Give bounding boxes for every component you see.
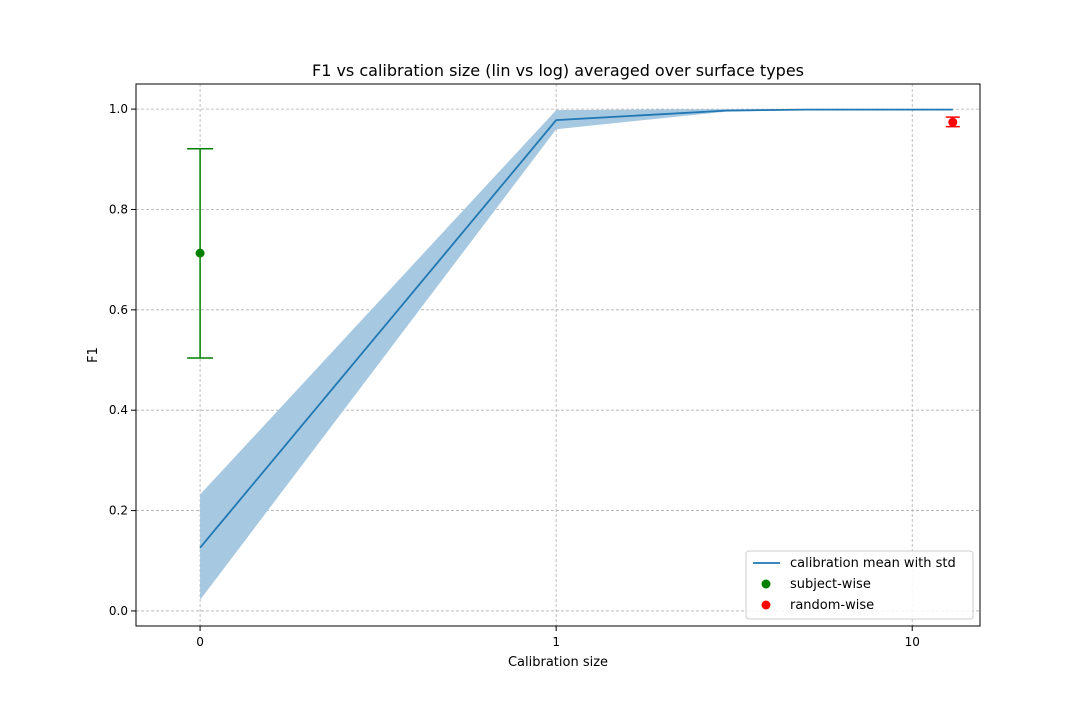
legend-box: [745, 550, 974, 620]
y-tick-label: 1.0: [109, 102, 128, 116]
grid: [136, 84, 980, 626]
legend: calibration mean with std subject-wise r…: [745, 550, 974, 620]
legend-random-wise-label: random-wise: [790, 598, 874, 613]
legend-calibration-label: calibration mean with std: [790, 556, 956, 571]
legend-subject-wise-swatch: [761, 579, 771, 589]
x-axis-label: Calibration size: [508, 655, 608, 670]
x-tick-label: 1: [552, 635, 560, 649]
plot-frame: [135, 83, 981, 627]
chart-title: F1 vs calibration size (lin vs log) aver…: [312, 61, 804, 80]
x-tick-label: 10: [905, 635, 920, 649]
y-axis-label: F1: [86, 347, 101, 363]
y-ticks: 0.0 0.2 0.4 0.6 0.8 1.0: [109, 102, 136, 618]
subject-wise-point: [195, 248, 205, 258]
legend-subject-wise-label: subject-wise: [790, 577, 871, 592]
y-tick-label: 0.8: [109, 202, 128, 216]
y-tick-label: 0.4: [109, 403, 128, 417]
calibration-mean-line: [199, 108, 953, 549]
x-tick-label: 0: [196, 635, 204, 649]
random-wise-errorbar: [945, 116, 960, 128]
calibration-std-band: [200, 109, 953, 600]
x-ticks: 0 1 10: [196, 626, 920, 649]
y-tick-label: 0.6: [109, 303, 128, 317]
subject-wise-errorbar: [187, 147, 214, 359]
y-tick-label: 0.0: [109, 604, 128, 618]
y-tick-label: 0.2: [109, 504, 128, 518]
random-wise-point: [948, 117, 958, 127]
legend-random-wise-swatch: [761, 600, 771, 610]
